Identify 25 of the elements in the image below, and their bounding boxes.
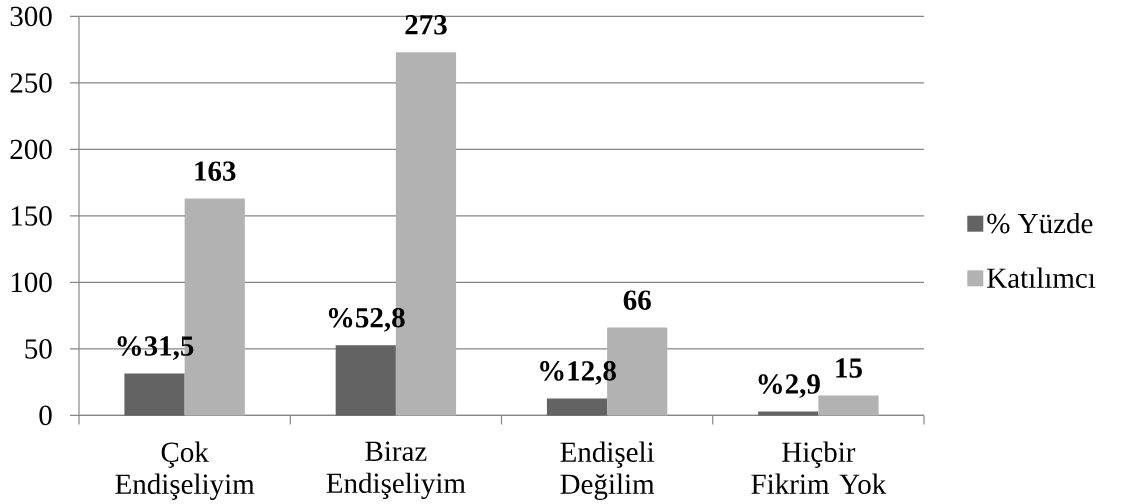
y-tick-label: 250: [10, 73, 52, 93]
legend-label: Katılımcı: [987, 267, 1096, 288]
data-label: 66: [623, 290, 651, 310]
data-label: 273: [405, 15, 447, 35]
data-label: %12,8: [540, 361, 616, 385]
data-label: %2,9: [758, 374, 820, 399]
x-tick-label: Çok Endişeliyim: [115, 441, 255, 500]
bar: [546, 398, 608, 416]
y-tick-label: 300: [10, 6, 52, 27]
y-tick-label: 50: [25, 339, 52, 359]
y-tick-label: 100: [11, 272, 52, 293]
y-tick-label: 0: [39, 405, 52, 426]
x-tick-label: Biraz Endişeliyim: [326, 441, 466, 500]
bar: [818, 395, 879, 416]
x-tick-label: Endişeli Değilim: [560, 441, 655, 500]
data-label: 163: [195, 161, 236, 181]
data-label: 15: [836, 358, 862, 378]
x-tick-label: Hiçbir Fikrim Yok: [751, 441, 887, 494]
y-tick-label: 200: [10, 139, 52, 160]
legend-label: % Yüzde: [987, 212, 1093, 234]
data-label: %52,8: [328, 307, 405, 332]
bar: [124, 373, 185, 416]
y-tick-label: 150: [11, 206, 52, 226]
bar: [335, 345, 396, 416]
data-label: %31,5: [117, 336, 194, 360]
